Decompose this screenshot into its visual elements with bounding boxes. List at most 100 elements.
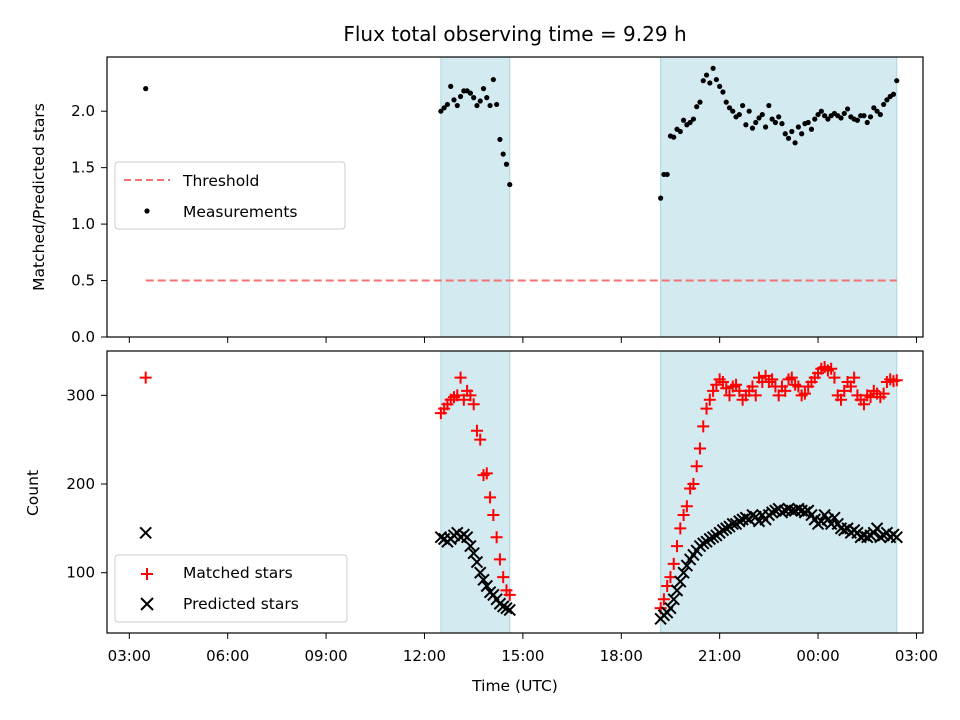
predicted-star-marker xyxy=(775,506,789,519)
measurement-point xyxy=(884,97,890,103)
predicted-star-marker xyxy=(716,523,730,537)
predicted-star-marker xyxy=(500,601,513,615)
measurement-point xyxy=(785,135,792,141)
measurement-point xyxy=(890,91,897,97)
measurement-point xyxy=(762,124,769,130)
measurement-point xyxy=(867,114,874,120)
bottom-x-axis: 03:00 06:00 09:00 12:00 15:00 18:00 21:00 00:00… xyxy=(108,633,938,665)
chart-title: Flux total observing time = 9.29 h xyxy=(343,22,686,46)
matched-star-marker xyxy=(680,500,693,513)
measurement-point xyxy=(700,78,706,84)
predicted-star-marker xyxy=(706,531,720,544)
predicted-star-marker xyxy=(139,526,152,539)
measurement-point xyxy=(448,83,454,89)
measurement-point xyxy=(671,134,677,140)
matched-star-marker xyxy=(720,382,733,395)
observing-window xyxy=(660,56,898,338)
measurement-point xyxy=(664,171,670,178)
matched-star-marker xyxy=(454,371,467,384)
predicted-star-marker xyxy=(765,506,779,519)
matched-star-marker xyxy=(671,540,684,553)
legend-measurements-swatch xyxy=(144,208,150,214)
matched-star-marker xyxy=(716,376,729,389)
measurement-point xyxy=(779,121,785,127)
legend-predicted-label: Predicted stars xyxy=(183,595,299,613)
top-y-tick-label: 0.0 xyxy=(71,328,95,346)
predicted-star-marker xyxy=(503,603,516,617)
matched-star-marker xyxy=(667,557,680,570)
matched-star-marker xyxy=(503,588,516,601)
predicted-star-marker xyxy=(874,531,887,544)
measurement-point xyxy=(792,140,798,146)
matched-star-marker xyxy=(749,389,762,402)
matched-star-marker xyxy=(828,371,841,384)
predicted-star-marker xyxy=(792,502,805,516)
top-plot-frame xyxy=(106,56,924,338)
measurement-point xyxy=(451,97,457,103)
measurement-point xyxy=(677,128,683,135)
matched-star-marker xyxy=(825,362,838,375)
measurement-point xyxy=(808,126,815,132)
measurement-point xyxy=(474,102,480,109)
matched-star-marker xyxy=(798,387,811,400)
measurement-point xyxy=(753,119,759,126)
predicted-star-marker xyxy=(667,593,680,606)
measurement-point xyxy=(480,86,487,92)
matched-star-marker xyxy=(766,373,779,386)
matched-star-marker xyxy=(848,371,861,384)
measurement-point xyxy=(438,108,444,114)
matched-star-marker xyxy=(674,522,687,535)
measurement-point xyxy=(871,105,877,111)
matched-star-marker xyxy=(838,384,851,397)
predicted-star-marker xyxy=(477,573,490,586)
predicted-star-marker xyxy=(467,546,480,560)
predicted-star-marker xyxy=(670,584,684,597)
measurement-point xyxy=(825,116,831,122)
top-y-axis: 0.0 0.5 1.0 1.5 2.0 xyxy=(71,102,107,346)
predicted-star-marker xyxy=(664,601,677,615)
measurement-point xyxy=(497,136,503,143)
measurement-point xyxy=(441,105,447,111)
bottom-y-tick-label: 100 xyxy=(66,564,95,582)
measurement-point xyxy=(838,115,844,121)
measurement-point xyxy=(726,105,733,111)
bottom-panel: 100 200 300 03:00 06:00 09:00 12:00 15:00 18:00… xyxy=(24,350,938,695)
measurement-point xyxy=(720,89,726,95)
matched-star-marker xyxy=(457,393,470,406)
measurement-point xyxy=(697,99,703,105)
matched-star-marker xyxy=(657,593,670,606)
matched-star-marker xyxy=(451,389,464,402)
matched-star-marker xyxy=(139,371,152,384)
x-tick-label: 18:00 xyxy=(600,647,643,665)
predicted-star-marker xyxy=(861,531,874,544)
bottom-legend: Matched stars Predicted stars xyxy=(114,554,348,623)
matched-star-marker xyxy=(467,398,480,411)
matched-star-marker xyxy=(480,467,493,480)
matched-star-marker xyxy=(493,553,506,566)
measurement-point xyxy=(477,98,483,104)
predicted-star-marker xyxy=(703,532,717,546)
measurement-point xyxy=(710,65,716,71)
measurement-point xyxy=(703,72,710,78)
measurement-point xyxy=(746,108,752,114)
predicted-star-marker xyxy=(680,559,694,572)
matched-star-marker xyxy=(490,531,503,544)
predicted-star-marker xyxy=(464,539,477,553)
top-x-ticks xyxy=(128,337,917,343)
measurement-point xyxy=(687,119,693,126)
measurement-point xyxy=(822,113,828,119)
measurement-point xyxy=(795,124,801,130)
matched-star-marker xyxy=(687,478,700,491)
predicted-star-markers xyxy=(139,502,903,626)
top-panel: 0.00.51.01.52.0 Matched/Predicted stars … xyxy=(30,56,924,346)
matched-star-marker xyxy=(707,384,720,397)
measurement-point xyxy=(881,101,887,108)
bottom-plot-frame xyxy=(106,350,924,634)
measurement-point xyxy=(776,114,782,120)
measurement-point xyxy=(844,106,851,112)
x-axis-label: Time (UTC) xyxy=(471,677,558,695)
matched-star-marker xyxy=(487,509,500,522)
matched-star-marker xyxy=(772,389,785,402)
measurement-point xyxy=(769,116,775,122)
